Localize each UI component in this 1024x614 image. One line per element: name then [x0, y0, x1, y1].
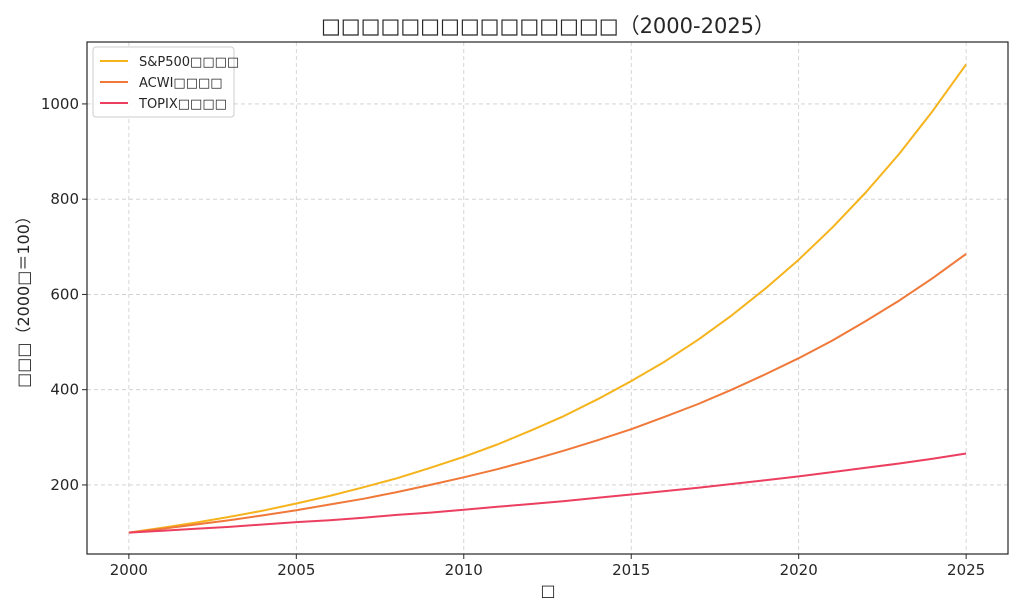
x-tick-label: 2020: [780, 561, 818, 579]
legend-box: [92, 46, 235, 118]
y-axis-label: □□□（2000□＝100）: [14, 208, 33, 388]
legend-entry: ACWI□□□□: [139, 76, 223, 91]
legend-entry: TOPIX□□□□: [138, 97, 227, 112]
x-axis-label: □: [540, 581, 555, 600]
series-lines: [128, 63, 967, 534]
x-tick-label: 2025: [947, 561, 985, 579]
x-tick-label: 2015: [612, 561, 650, 579]
y-tick-label: 600: [50, 285, 79, 303]
grid-lines: [87, 42, 1008, 554]
y-tick-label: 200: [50, 476, 79, 494]
y-tick-label: 400: [50, 381, 79, 399]
series-line: [128, 452, 967, 534]
x-tick-label: 2005: [277, 561, 315, 579]
x-axis: 2000 2005 2010 2015 2020 2025: [110, 554, 985, 579]
series-line: [128, 63, 967, 534]
plot-frame: [86, 41, 1009, 555]
series-line: [128, 253, 967, 534]
x-tick-label: 2000: [110, 561, 148, 579]
y-axis: 200 400 600 800 1000: [41, 95, 87, 494]
legend: S&P500□□□□ ACWI□□□□ TOPIX□□□□: [92, 46, 239, 118]
y-tick-label: 1000: [41, 95, 79, 113]
chart-title: □□□□□□□□□□□□□□□（2000-2025）: [321, 14, 775, 38]
x-tick-label: 2010: [445, 561, 483, 579]
legend-entry: S&P500□□□□: [139, 55, 239, 70]
y-tick-label: 800: [50, 190, 79, 208]
